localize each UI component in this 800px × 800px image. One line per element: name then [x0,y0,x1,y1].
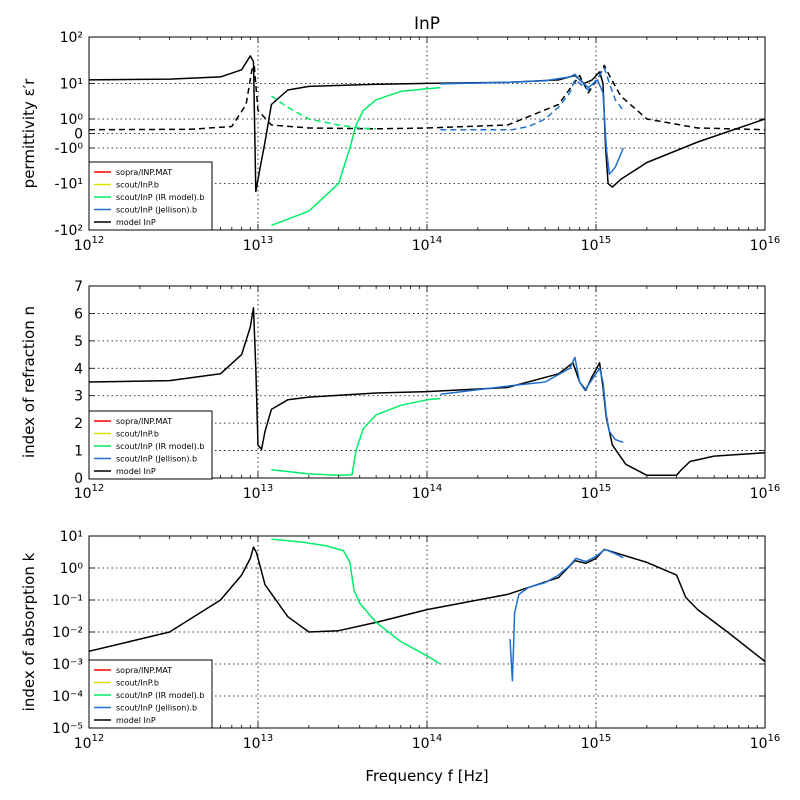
y-tick-label: 10⁻⁴ [52,689,83,705]
x-tick-label: 1016 [750,235,781,254]
y-tick-label: 2 [74,416,83,432]
x-tick-label: 1016 [750,483,781,502]
y-tick-label: 7 [74,279,83,295]
x-tick-label: 1015 [581,235,612,254]
x-axis-label: Frequency f [Hz] [365,767,488,785]
y-tick-label: 10¹ [60,76,83,92]
legend: sopra/INP.MAT scout/InP.b scout/InP (IR mo… [88,410,213,480]
series-line-2-1 [271,538,441,665]
x-tick-label: 1016 [750,733,781,752]
legend-entry: scout/InP (IR model).b [116,193,204,202]
legend-entry: model InP [116,218,156,227]
legend: sopra/INP.MAT scout/InP.b scout/InP (IR mo… [88,161,213,231]
y-tick-label: -10² [55,223,83,239]
y-tick-label: 10¹ [60,529,83,545]
legend-entry: scout/InP.b [116,181,159,190]
series-line-1-1 [271,397,441,477]
legend: sopra/INP.MAT scout/InP.b scout/InP (IR mo… [88,659,213,729]
series-line-1-0 [89,307,765,477]
panel-2: 1012 1013 1014 1015 1016 0 1 2 3 4 5 6 7 index of ref… [20,279,780,502]
y-tick-label: 5 [74,334,83,350]
y-axis-label: index of refraction n [20,306,38,458]
figure-title: InP [414,14,440,34]
series-line-0-3 [270,95,377,130]
x-tick-label: 1014 [412,733,443,752]
y-tick-label: 6 [74,306,83,322]
y-tick-label: 10⁻⁵ [52,721,83,737]
y-tick-label: 1 [74,444,83,460]
legend-box [88,410,213,480]
y-tick-label: 10⁻² [52,625,83,641]
legend-entry: scout/InP (Jellison).b [116,455,197,464]
grid [89,286,765,478]
x-tick-label: 1012 [74,733,105,752]
legend-entry: scout/InP (IR model).b [116,442,204,451]
series-line-1-2 [440,356,624,444]
series-group [89,55,765,227]
y-axis-label: index of absorption k [20,552,38,711]
series-group [89,538,765,682]
series-line-2-0 [89,546,765,663]
y-tick-label: -10¹ [55,177,83,193]
x-tick-label: 1012 [74,483,105,502]
x-tick-label: 1012 [74,235,105,254]
legend-entry: scout/InP (Jellison).b [116,704,197,713]
legend-entry: scout/InP (Jellison).b [116,206,197,215]
series-line-0-1 [89,64,765,131]
y-tick-label: 10⁰ [60,112,84,128]
legend-entry: scout/InP.b [116,679,159,688]
legend-entry: sopra/INP.MAT [116,168,172,177]
series-line-2-2 [509,548,624,682]
legend-entry: model InP [116,716,156,725]
x-tick-label: 1015 [581,483,612,502]
legend-box [88,659,213,729]
legend-entry: scout/InP (IR model).b [116,691,204,700]
y-tick-label: 10² [60,30,83,46]
series-line-0-2 [271,86,441,227]
y-tick-label: 10⁻¹ [52,593,83,609]
x-tick-label: 1014 [412,483,443,502]
y-tick-label: 3 [74,389,83,405]
y-tick-label: 0 [74,127,83,143]
x-tick-label: 1013 [243,235,274,254]
y-tick-label: 0 [74,471,83,487]
legend-entry: model InP [116,467,156,476]
legend-entry: sopra/INP.MAT [116,666,172,675]
series-line-0-4 [440,73,624,175]
x-tick-label: 1013 [243,483,274,502]
y-tick-label: 10⁻³ [52,657,83,673]
x-tick-label: 1014 [412,235,443,254]
y-axis-label: permittivity ε′r [20,78,38,188]
y-tick-label: -10⁰ [55,141,84,157]
legend-box [88,161,213,231]
legend-entry: scout/InP.b [116,430,159,439]
x-tick-label: 1013 [243,733,274,752]
series-line-0-5 [440,67,624,131]
series-group [89,307,765,477]
legend-entry: sopra/INP.MAT [116,417,172,426]
panels: 1012 1013 1014 1015 101610²10¹10⁰0-10⁰-10¹-1… [20,30,780,752]
y-tick-label: 4 [74,361,83,377]
x-tick-label: 1015 [581,733,612,752]
y-tick-label: 10⁰ [60,561,84,577]
panel-3: 1012 1013 1014 1015 1016 10¹ 10⁰ 10⁻¹ 10⁻² 10⁻³ 10… [20,529,780,752]
